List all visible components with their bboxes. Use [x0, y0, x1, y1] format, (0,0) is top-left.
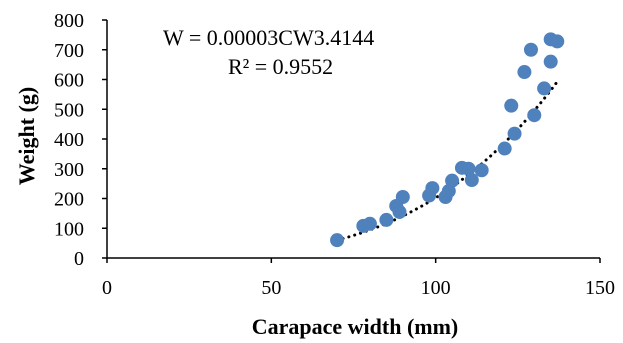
- r-squared-annotation: R² = 0.9552: [228, 54, 333, 79]
- data-point: [425, 181, 440, 196]
- x-tick-label: 0: [102, 277, 112, 299]
- x-axis-title: Carapace width (mm): [252, 314, 459, 339]
- data-point: [517, 65, 532, 80]
- x-tick-label: 150: [585, 277, 615, 299]
- data-point: [543, 54, 558, 69]
- y-tick-label: 800: [54, 10, 84, 32]
- data-point: [550, 34, 565, 49]
- y-tick-label: 200: [54, 189, 84, 211]
- data-point: [461, 161, 476, 176]
- x-tick-label: 100: [421, 277, 451, 299]
- data-point: [507, 126, 522, 141]
- data-point: [464, 173, 479, 188]
- data-point: [474, 163, 489, 178]
- data-point: [379, 212, 394, 227]
- x-tick-labels: 0 50 100 150: [102, 258, 615, 299]
- data-point: [392, 204, 407, 219]
- y-tick-label: 0: [74, 248, 84, 270]
- x-tick-label: 50: [261, 277, 281, 299]
- data-point: [523, 42, 538, 57]
- y-tick-label: 400: [54, 129, 84, 151]
- data-point: [537, 81, 552, 96]
- equation-annotation: W = 0.00003CW3.4144: [163, 25, 374, 50]
- y-tick-label: 600: [54, 70, 84, 92]
- data-points: [330, 32, 565, 248]
- y-tick-label: 100: [54, 218, 84, 240]
- y-tick-label: 500: [54, 99, 84, 121]
- y-axis-title: Weight (g): [14, 87, 39, 185]
- trendline: [335, 80, 559, 242]
- axes: [106, 20, 600, 259]
- data-point: [445, 173, 460, 188]
- y-tick-labels: 0 100 200 300 400 500 600 700 800: [54, 10, 107, 270]
- data-point: [497, 141, 512, 156]
- data-point: [362, 216, 377, 231]
- data-point: [395, 190, 410, 205]
- data-point: [504, 98, 519, 113]
- y-tick-label: 300: [54, 159, 84, 181]
- data-point: [330, 233, 345, 248]
- y-tick-label: 700: [54, 40, 84, 62]
- data-point: [527, 108, 542, 123]
